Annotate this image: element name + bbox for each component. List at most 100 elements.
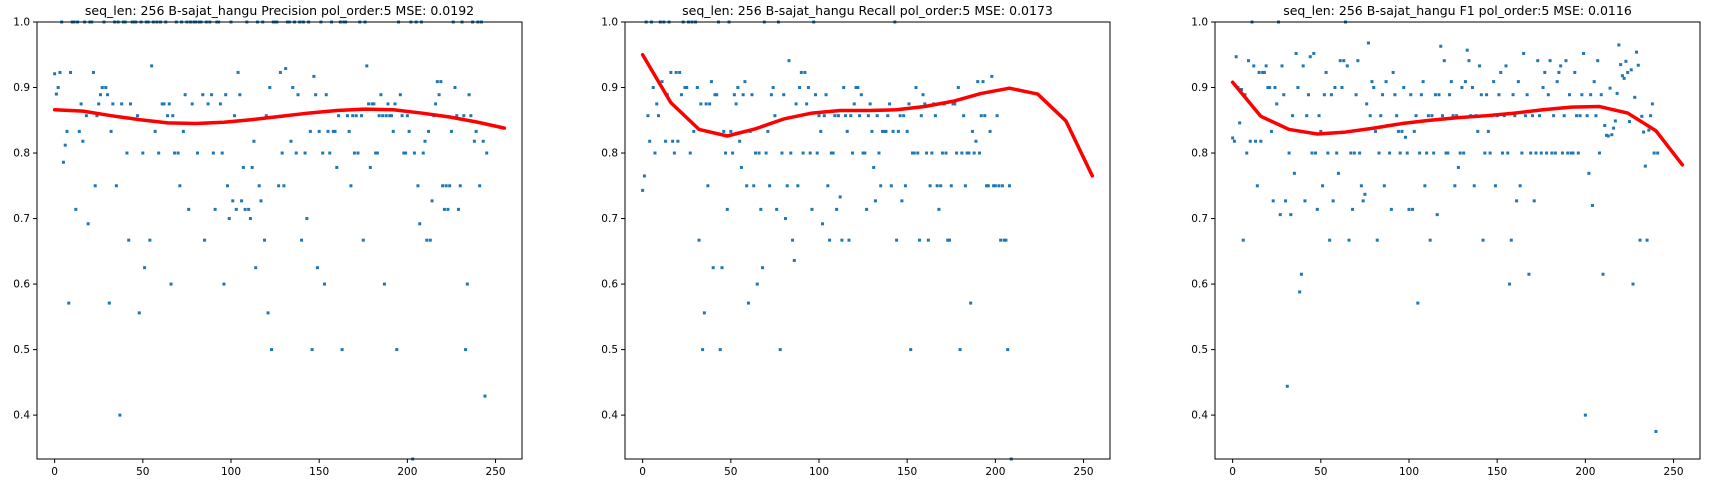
data-point bbox=[965, 151, 969, 155]
data-point bbox=[1553, 151, 1557, 155]
data-point bbox=[442, 207, 446, 211]
data-point bbox=[771, 86, 775, 90]
data-point bbox=[1336, 171, 1340, 175]
data-point bbox=[761, 266, 765, 270]
data-point bbox=[1400, 129, 1404, 133]
data-point bbox=[926, 238, 930, 242]
data-point bbox=[986, 184, 990, 188]
data-point bbox=[1546, 93, 1550, 97]
data-point bbox=[1411, 207, 1415, 211]
data-point bbox=[1412, 129, 1416, 133]
data-point bbox=[1291, 114, 1295, 118]
data-point bbox=[829, 151, 833, 155]
data-point bbox=[796, 184, 800, 188]
data-point bbox=[441, 184, 445, 188]
data-point bbox=[780, 151, 784, 155]
data-point bbox=[750, 93, 754, 97]
data-point bbox=[769, 93, 773, 97]
data-point bbox=[1329, 93, 1333, 97]
data-point bbox=[178, 184, 182, 188]
data-point bbox=[259, 199, 263, 203]
data-point bbox=[1444, 151, 1448, 155]
data-point bbox=[453, 86, 457, 90]
chart-title: seq_len: 256 B-sajat_hangu Precision pol… bbox=[85, 3, 474, 18]
data-point bbox=[1328, 238, 1332, 242]
data-point bbox=[391, 129, 395, 133]
data-point bbox=[1284, 199, 1288, 203]
data-point bbox=[1388, 151, 1392, 155]
data-point bbox=[1435, 213, 1439, 217]
data-point bbox=[234, 207, 238, 211]
data-point bbox=[759, 207, 763, 211]
data-point bbox=[706, 184, 710, 188]
data-point bbox=[1569, 151, 1573, 155]
data-point bbox=[404, 151, 408, 155]
data-point bbox=[1377, 151, 1381, 155]
data-point bbox=[1405, 151, 1409, 155]
data-point bbox=[1356, 59, 1360, 63]
data-point bbox=[67, 301, 71, 305]
data-point bbox=[381, 114, 385, 118]
y-tick-label: 1.0 bbox=[601, 17, 618, 29]
data-point bbox=[683, 86, 687, 90]
data-point bbox=[416, 184, 420, 188]
data-point bbox=[54, 92, 58, 96]
data-point bbox=[1335, 151, 1339, 155]
data-point bbox=[671, 139, 675, 143]
data-point bbox=[933, 114, 937, 118]
data-point bbox=[921, 93, 925, 97]
data-point bbox=[195, 151, 199, 155]
x-tick-label: 0 bbox=[1229, 466, 1236, 478]
data-point bbox=[120, 102, 124, 106]
data-point bbox=[360, 114, 364, 118]
data-point bbox=[990, 74, 994, 78]
data-point bbox=[1002, 238, 1006, 242]
data-point bbox=[1626, 70, 1630, 74]
data-point bbox=[247, 207, 251, 211]
data-point bbox=[1478, 64, 1482, 68]
data-point bbox=[483, 394, 487, 398]
data-point bbox=[1506, 151, 1510, 155]
data-point bbox=[946, 238, 950, 242]
data-point bbox=[745, 184, 749, 188]
data-point bbox=[792, 258, 796, 262]
data-point bbox=[439, 80, 443, 84]
data-point bbox=[1402, 86, 1406, 90]
data-point bbox=[166, 114, 170, 118]
data-point bbox=[425, 238, 429, 242]
data-point bbox=[956, 86, 960, 90]
data-point bbox=[1518, 184, 1522, 188]
data-point bbox=[955, 151, 959, 155]
data-point bbox=[720, 266, 724, 270]
data-point bbox=[388, 114, 392, 118]
data-point bbox=[833, 114, 837, 118]
data-point bbox=[236, 70, 240, 74]
data-point bbox=[1232, 139, 1236, 143]
data-point bbox=[1483, 151, 1487, 155]
data-point bbox=[386, 102, 390, 106]
data-point bbox=[1481, 238, 1485, 242]
data-point bbox=[1275, 102, 1279, 106]
data-point bbox=[1381, 93, 1385, 97]
x-tick-label: 250 bbox=[1664, 466, 1684, 478]
data-point bbox=[944, 151, 948, 155]
data-point bbox=[485, 151, 489, 155]
y-tick-label: 0.9 bbox=[1191, 82, 1208, 94]
data-point bbox=[335, 165, 339, 169]
data-point bbox=[1649, 114, 1653, 118]
data-point bbox=[74, 207, 78, 211]
data-point bbox=[100, 86, 104, 90]
data-point bbox=[1589, 93, 1593, 97]
data-point bbox=[328, 151, 332, 155]
data-point bbox=[375, 151, 379, 155]
data-point bbox=[688, 151, 692, 155]
data-point bbox=[1536, 59, 1540, 63]
data-point bbox=[1645, 238, 1649, 242]
y-tick-label: 0.8 bbox=[13, 148, 30, 160]
y-tick-label: 0.8 bbox=[601, 148, 618, 160]
data-point bbox=[1580, 93, 1584, 97]
data-point bbox=[912, 151, 916, 155]
data-point bbox=[859, 93, 863, 97]
data-point bbox=[701, 348, 705, 352]
data-point bbox=[817, 114, 821, 118]
